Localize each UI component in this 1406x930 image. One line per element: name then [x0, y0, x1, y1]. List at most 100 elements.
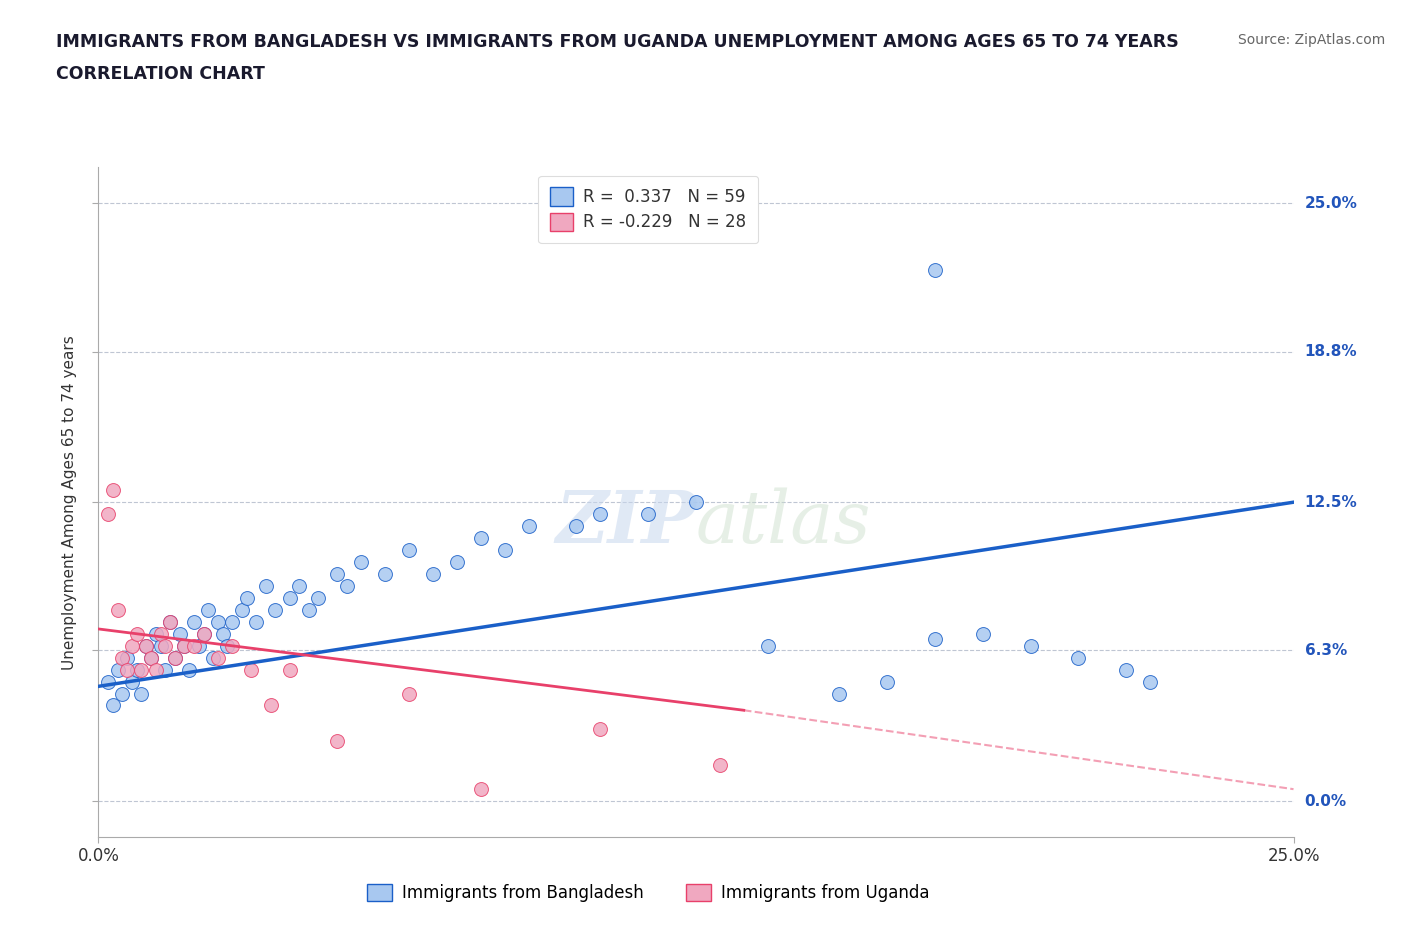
Point — [111, 686, 134, 701]
Point — [589, 507, 612, 522]
Point — [121, 674, 143, 689]
Point — [709, 758, 731, 773]
Point — [115, 650, 138, 665]
Point — [470, 782, 492, 797]
Text: Source: ZipAtlas.com: Source: ZipAtlas.com — [1237, 33, 1385, 46]
Point — [326, 566, 349, 581]
Point — [135, 638, 157, 653]
Point — [972, 626, 994, 641]
Point — [211, 626, 233, 641]
Text: 0.0%: 0.0% — [1305, 793, 1347, 808]
Point — [115, 662, 138, 677]
Point — [139, 650, 162, 665]
Point — [183, 638, 205, 653]
Point — [159, 615, 181, 630]
Point — [1115, 662, 1137, 677]
Point — [231, 603, 253, 618]
Point — [107, 603, 129, 618]
Point — [685, 495, 707, 510]
Point — [221, 638, 243, 653]
Point — [149, 626, 172, 641]
Point — [173, 638, 195, 653]
Point — [637, 507, 659, 522]
Point — [107, 662, 129, 677]
Point — [97, 674, 120, 689]
Point — [163, 650, 186, 665]
Point — [264, 603, 287, 618]
Point — [97, 507, 120, 522]
Point — [924, 631, 946, 646]
Text: 6.3%: 6.3% — [1305, 643, 1347, 658]
Point — [139, 650, 162, 665]
Point — [149, 638, 172, 653]
Y-axis label: Unemployment Among Ages 65 to 74 years: Unemployment Among Ages 65 to 74 years — [62, 335, 77, 670]
Point — [217, 638, 239, 653]
Point — [336, 578, 359, 593]
Point — [235, 591, 257, 605]
Point — [1019, 638, 1042, 653]
Point — [131, 686, 153, 701]
Point — [398, 542, 420, 557]
Point — [173, 638, 195, 653]
Point — [446, 554, 468, 569]
Point — [101, 698, 124, 713]
Point — [589, 722, 612, 737]
Point — [193, 626, 215, 641]
Point — [111, 650, 134, 665]
Point — [307, 591, 329, 605]
Point — [163, 650, 186, 665]
Point — [221, 615, 243, 630]
Point — [145, 626, 167, 641]
Point — [240, 662, 263, 677]
Point — [135, 638, 157, 653]
Point — [183, 615, 205, 630]
Point — [131, 662, 153, 677]
Point — [197, 603, 219, 618]
Point — [101, 483, 124, 498]
Point — [169, 626, 191, 641]
Point — [924, 263, 946, 278]
Point — [278, 662, 301, 677]
Point — [278, 591, 301, 605]
Point — [374, 566, 396, 581]
Point — [565, 519, 588, 534]
Point — [422, 566, 444, 581]
Point — [155, 638, 177, 653]
Point — [155, 662, 177, 677]
Point — [517, 519, 540, 534]
Point — [179, 662, 201, 677]
Point — [245, 615, 267, 630]
Point — [202, 650, 225, 665]
Point — [193, 626, 215, 641]
Point — [326, 734, 349, 749]
Point — [125, 626, 148, 641]
Point — [125, 662, 148, 677]
Point — [756, 638, 779, 653]
Point — [1139, 674, 1161, 689]
Legend: Immigrants from Bangladesh, Immigrants from Uganda: Immigrants from Bangladesh, Immigrants f… — [360, 878, 936, 909]
Point — [470, 531, 492, 546]
Point — [1067, 650, 1090, 665]
Point — [350, 554, 373, 569]
Point — [159, 615, 181, 630]
Text: 25.0%: 25.0% — [1305, 196, 1358, 211]
Text: atlas: atlas — [696, 487, 872, 558]
Point — [207, 615, 229, 630]
Point — [254, 578, 277, 593]
Point — [288, 578, 311, 593]
Text: IMMIGRANTS FROM BANGLADESH VS IMMIGRANTS FROM UGANDA UNEMPLOYMENT AMONG AGES 65 : IMMIGRANTS FROM BANGLADESH VS IMMIGRANTS… — [56, 33, 1180, 50]
Text: 18.8%: 18.8% — [1305, 344, 1357, 359]
Text: 12.5%: 12.5% — [1305, 495, 1357, 510]
Point — [145, 662, 167, 677]
Point — [298, 603, 321, 618]
Text: CORRELATION CHART: CORRELATION CHART — [56, 65, 266, 83]
Text: ZIP: ZIP — [555, 486, 696, 558]
Point — [187, 638, 209, 653]
Point — [121, 638, 143, 653]
Point — [207, 650, 229, 665]
Point — [876, 674, 898, 689]
Point — [259, 698, 281, 713]
Point — [398, 686, 420, 701]
Point — [494, 542, 516, 557]
Point — [828, 686, 851, 701]
